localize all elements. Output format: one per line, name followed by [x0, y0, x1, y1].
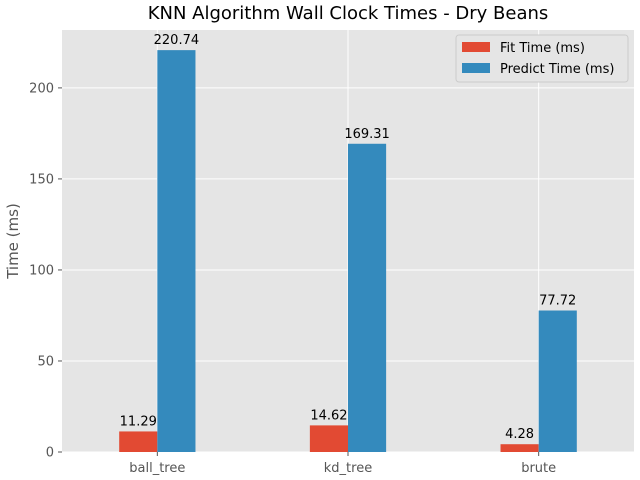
data-label: 11.29 — [120, 414, 157, 429]
y-tick-label: 200 — [29, 81, 54, 96]
x-tick-label: kd_tree — [324, 461, 372, 476]
legend-entry: Predict Time (ms) — [500, 62, 614, 77]
data-labels: 11.29 14.62 4.28 220.74 169.31 77.72 — [120, 33, 577, 442]
bar-predict-brute — [538, 310, 577, 452]
y-tick-label: 150 — [29, 172, 54, 187]
legend-entry: Fit Time (ms) — [500, 41, 585, 56]
y-ticks: 0 50 100 150 200 — [29, 81, 62, 461]
legend-swatch — [462, 63, 490, 73]
legend-box — [455, 34, 629, 83]
bar-fit-ball-tree — [119, 431, 158, 452]
bar-predict-ball-tree — [157, 50, 196, 452]
x-tick-label: brute — [521, 461, 556, 476]
x-tick-label: ball_tree — [129, 461, 185, 476]
y-tick-label: 0 — [46, 446, 54, 461]
bar-fit-brute — [500, 444, 539, 452]
data-label: 14.62 — [310, 408, 347, 423]
y-tick-label: 50 — [37, 354, 54, 369]
data-label: 77.72 — [539, 294, 576, 309]
x-ticks: ball_tree kd_tree brute — [129, 452, 556, 476]
legend: Fit Time (ms) Predict Time (ms) — [455, 34, 629, 83]
data-label: 4.28 — [505, 427, 534, 442]
bar-fit-kd-tree — [309, 425, 348, 452]
data-label: 169.31 — [344, 127, 390, 142]
chart-title: KNN Algorithm Wall Clock Times - Dry Bea… — [148, 3, 549, 24]
bar-predict-kd-tree — [348, 143, 387, 452]
bars — [119, 50, 577, 452]
legend-swatch — [462, 42, 490, 52]
y-tick-label: 100 — [29, 263, 54, 278]
data-label: 220.74 — [154, 33, 200, 48]
y-axis-label: Time (ms) — [4, 203, 22, 280]
